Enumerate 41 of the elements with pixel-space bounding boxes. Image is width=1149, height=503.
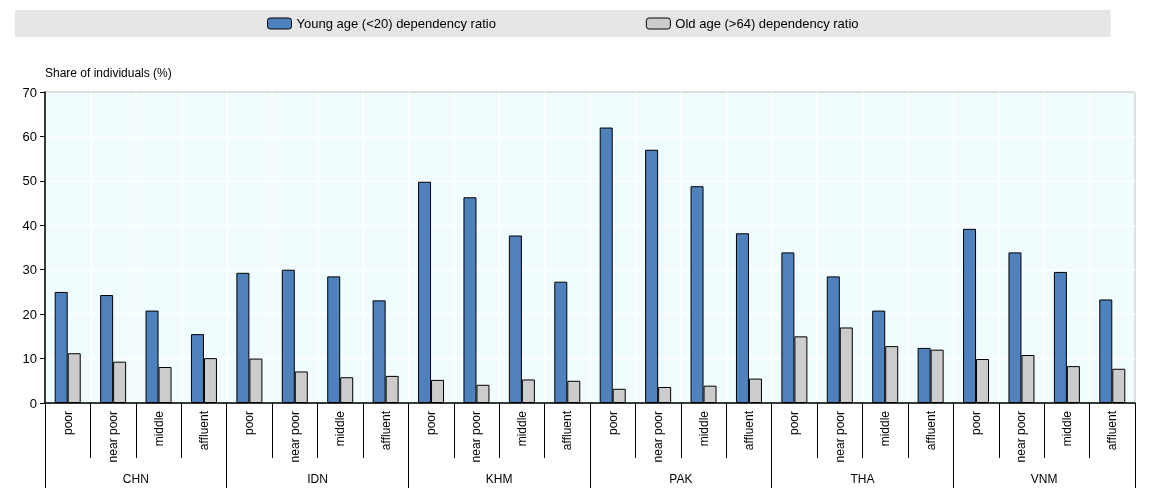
y-tick-label: 50 [22,173,37,189]
x-tick-label: middle [1059,410,1074,447]
y-tick-label: 0 [29,395,37,411]
text: THA [850,472,875,486]
y-tick-label: 20 [22,306,37,322]
x-tick-label: middle [514,410,529,447]
x-tick-label: middle [333,410,348,447]
x-tick-label: poor [969,411,984,436]
y-tick-label: 60 [22,128,37,144]
x-tick-label: near poor [1014,411,1029,463]
x-tick-label: affluent [378,410,393,451]
x-tick-label: near poor [287,411,302,463]
text: VNM [1030,472,1058,486]
x-tick-label: near poor [651,411,666,463]
x-tick-label: affluent [560,410,575,451]
x-tick-label: middle [151,410,166,447]
x-tick-label: affluent [1105,410,1120,451]
x-tick-label: poor [60,411,75,436]
y-tick-label: 70 [22,84,37,100]
x-tick-label: affluent [741,410,756,451]
text: CHN [122,472,149,486]
x-tick-label: poor [424,411,439,436]
x-tick-label: poor [787,411,802,436]
x-tick-label: poor [242,411,257,436]
x-tick-label: middle [878,410,893,447]
legend-label: Young age (<20) dependency ratio [296,16,496,31]
x-tick-label: affluent [923,410,938,451]
y-tick-label: 40 [22,217,37,233]
y-tick-label: 10 [22,351,37,367]
text: IDN [307,472,328,486]
x-tick-label: middle [696,410,711,447]
x-tick-label: poor [605,411,620,436]
text: PAK [669,472,693,486]
x-tick-label: affluent [196,410,211,451]
x-tick-label: near poor [106,411,121,463]
y-tick-label: 30 [22,262,37,278]
y-axis-title: Share of individuals (%) [45,66,172,80]
x-tick-label: near poor [832,411,847,463]
x-tick-label: near poor [469,411,484,463]
text: KHM [485,472,513,486]
legend-label: Old age (>64) dependency ratio [675,16,859,31]
